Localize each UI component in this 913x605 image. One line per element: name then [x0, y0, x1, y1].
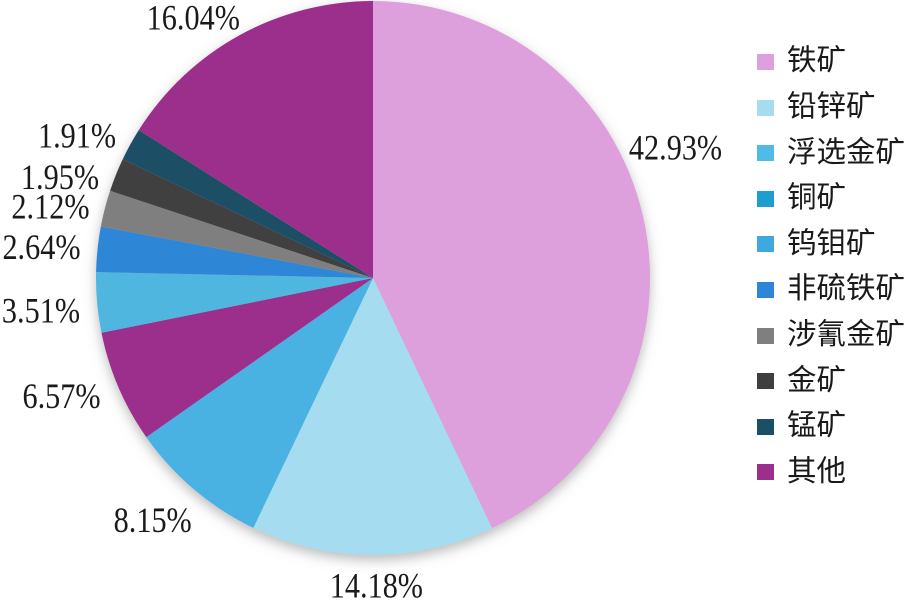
svg-text:1.91%: 1.91% — [38, 116, 116, 156]
svg-text:3.51%: 3.51% — [2, 291, 80, 331]
svg-text:2.64%: 2.64% — [2, 228, 80, 268]
svg-text:16.04%: 16.04% — [147, 0, 240, 38]
svg-text:8.15%: 8.15% — [114, 500, 192, 540]
svg-text:14.18%: 14.18% — [330, 566, 423, 605]
svg-text:42.93%: 42.93% — [629, 128, 722, 168]
svg-text:1.95%: 1.95% — [21, 158, 99, 198]
svg-text:6.57%: 6.57% — [23, 377, 101, 417]
